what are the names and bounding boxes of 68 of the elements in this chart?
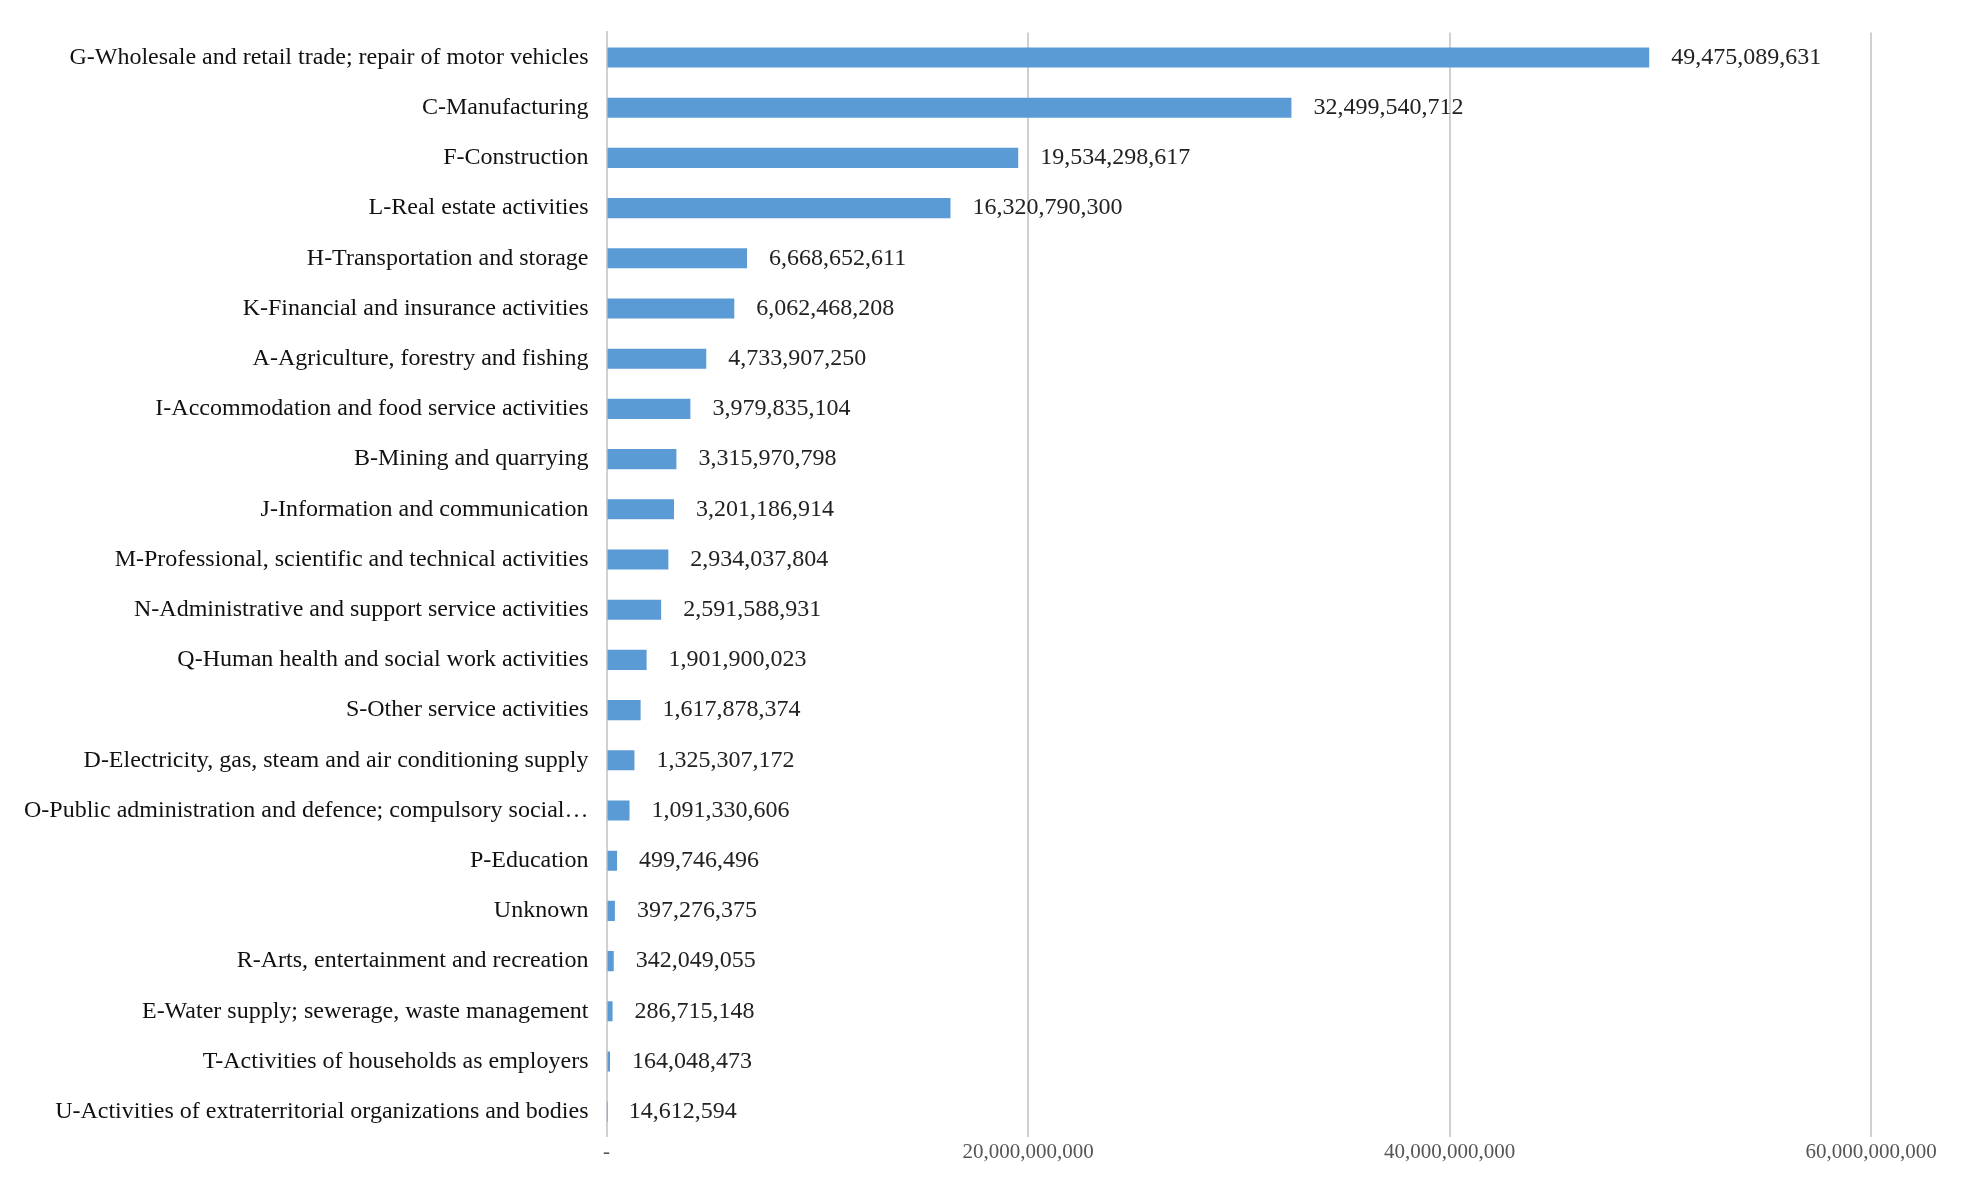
y-tick-label: B-Mining and quarrying: [353, 444, 589, 471]
bar: [607, 951, 614, 972]
y-tick-label: R-Arts, entertainment and recreation: [236, 946, 589, 973]
bar: [607, 750, 635, 771]
y-tick-label: U-Activities of extraterritorial organizations and bodies: [55, 1097, 589, 1123]
y-tick-label: G-Wholesale and retail trade; repair of motor vehicles: [69, 42, 589, 69]
data-label: 19,534,298,617: [1040, 143, 1191, 170]
data-label: 397,276,375: [636, 896, 757, 923]
bar: [607, 499, 674, 520]
bar: [607, 398, 691, 419]
bar: [607, 147, 1019, 168]
x-tick-label: -: [603, 1138, 611, 1163]
x-tick-label: 40,000,000,000: [1383, 1138, 1516, 1163]
y-tick-label: D-Electricity, gas, steam and air conditioning supply: [83, 745, 589, 772]
data-label: 286,715,148: [634, 996, 755, 1023]
data-label: 32,499,540,712: [1313, 93, 1464, 119]
data-label: 3,315,970,798: [698, 444, 837, 471]
bar: [607, 599, 662, 620]
bar: [607, 649, 647, 670]
data-label: 16,320,790,300: [972, 193, 1123, 220]
bar: [607, 298, 735, 319]
data-label: 2,591,588,931: [683, 595, 822, 621]
y-tick-label: J-Information and communication: [260, 494, 589, 521]
y-tick-label: A-Agriculture, forestry and fishing: [252, 344, 589, 370]
bar: [607, 449, 677, 470]
data-label: 1,325,307,172: [656, 745, 795, 772]
data-label: 1,091,330,606: [651, 795, 790, 822]
data-label: 1,901,900,023: [668, 645, 807, 672]
data-label: 1,617,878,374: [662, 695, 801, 722]
y-tick-label: O-Public administration and defence; compulsory social…: [24, 795, 589, 822]
bar: [607, 900, 615, 921]
y-tick-label: C-Manufacturing: [421, 93, 589, 119]
bar: [607, 248, 748, 269]
bar: [607, 198, 951, 219]
y-tick-label: Q-Human health and social work activities: [177, 645, 589, 672]
y-tick-label: S-Other service activities: [345, 695, 589, 722]
data-label: 4,733,907,250: [728, 344, 867, 370]
y-tick-label: H-Transportation and storage: [306, 243, 589, 270]
bar: [607, 800, 630, 821]
y-tick-label: P-Education: [469, 846, 589, 872]
data-label: 164,048,473: [631, 1046, 752, 1073]
bar: [607, 97, 1292, 118]
data-label: 342,049,055: [635, 946, 756, 973]
bar: [607, 1001, 613, 1022]
y-tick-label: T-Activities of households as employers: [202, 1046, 589, 1073]
data-label: 6,062,468,208: [756, 293, 895, 320]
data-label: 3,201,186,914: [695, 494, 834, 521]
x-tick-label: 60,000,000,000: [1805, 1138, 1937, 1163]
bar: [607, 549, 669, 570]
y-tick-label: L-Real estate activities: [368, 193, 589, 220]
y-tick-label: K-Financial and insurance activities: [242, 293, 589, 320]
y-tick-label: F-Construction: [443, 143, 589, 170]
y-tick-label: I-Accommodation and food service activities: [155, 394, 589, 421]
bar: [607, 850, 618, 871]
y-tick-label: Unknown: [493, 896, 589, 923]
bar: [607, 47, 1650, 68]
data-label: 6,668,652,611: [769, 243, 907, 270]
y-tick-label: M-Professional, scientific and technical activities: [114, 544, 589, 571]
data-label: 3,979,835,104: [712, 394, 851, 421]
data-label: 2,934,037,804: [690, 544, 829, 571]
bar: [607, 348, 707, 369]
data-label: 499,746,496: [639, 846, 760, 872]
bar: [607, 700, 641, 721]
data-label: 49,475,089,631: [1671, 42, 1822, 69]
y-tick-label: E-Water supply; sewerage, waste management: [141, 996, 589, 1023]
data-label: 14,612,594: [628, 1097, 737, 1123]
y-tick-label: N-Administrative and support service activities: [133, 595, 589, 621]
x-tick-label: 20,000,000,000: [962, 1138, 1094, 1163]
